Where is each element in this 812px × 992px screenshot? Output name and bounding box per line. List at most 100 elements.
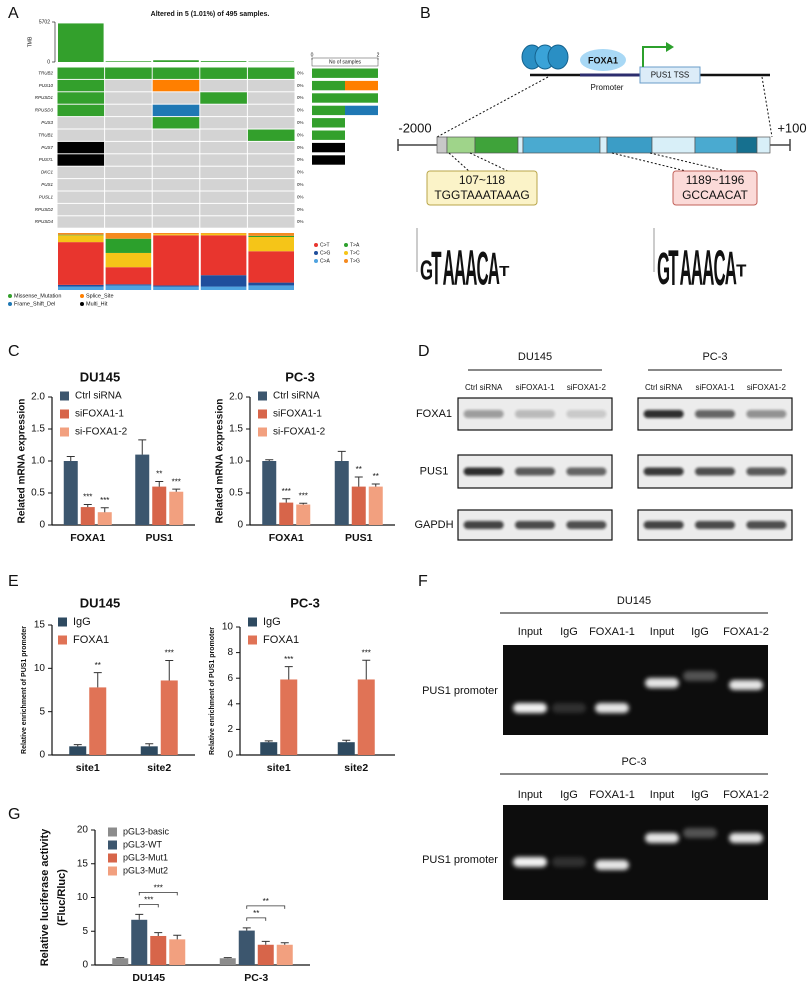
segment (606, 136, 653, 154)
logo-letter: C (714, 240, 726, 296)
chart-title: PC-3 (290, 595, 320, 610)
x-tick-label: site2 (147, 762, 171, 774)
legend-swatch (248, 635, 257, 645)
lane-label: IgG (691, 626, 709, 638)
gel-band (729, 680, 763, 690)
significance-label: *** (83, 493, 92, 502)
spectrum-segment (200, 286, 247, 290)
lane-label: FOXA1-1 (589, 789, 635, 801)
error-bar (242, 927, 251, 931)
oncoprint-cell (105, 154, 152, 166)
error-bar (66, 456, 75, 461)
significance-label: *** (362, 648, 371, 657)
legend-label: pGL3-basic (123, 826, 170, 836)
segment (474, 136, 519, 154)
tss-arrowhead (666, 42, 674, 52)
gene-percent: 0% (297, 170, 304, 175)
alteration (152, 104, 200, 117)
y-axis-label: Relative enrichment of PUS1 promoter (21, 626, 28, 754)
gene-percent: 0% (297, 108, 304, 113)
oncoprint-cell (105, 141, 152, 154)
gene-percent: 0% (297, 95, 304, 100)
legend-swatch (58, 635, 67, 645)
oncoprint-cell (57, 166, 105, 179)
spectrum-segment (200, 275, 247, 287)
gene-percent: 0% (297, 132, 304, 137)
error-bar (100, 507, 109, 513)
bar (160, 680, 178, 755)
blot-band (643, 521, 684, 529)
tss-arrow (642, 46, 668, 67)
x-tick-label: site2 (344, 762, 368, 774)
bar (97, 512, 112, 525)
chart-title: DU145 (80, 369, 120, 384)
error-bar (264, 740, 273, 743)
promoter-label: Promoter (591, 83, 624, 92)
spectrum-segment (153, 286, 199, 290)
lane-label: siFOXA1-2 (747, 383, 787, 392)
site-range: 1189~1196 (686, 173, 745, 187)
panel-label: D (418, 343, 430, 360)
gel-band (513, 703, 547, 713)
legend-label: si-FOXA1-2 (75, 427, 128, 438)
count-bar (312, 105, 345, 116)
oncoprint-cell (247, 216, 295, 228)
oncoprint-cell (152, 92, 200, 104)
legend-label: Ctrl siRNA (273, 391, 320, 402)
region-start: -2000 (398, 120, 431, 135)
oncoprint-title: Altered in 5 (1.01%) of 495 samples. (151, 11, 270, 18)
bar (368, 486, 383, 525)
target-label: PUS1 promoter (422, 854, 498, 866)
error-bar (280, 942, 289, 945)
gene-label: TRUB1 (38, 132, 53, 137)
legend-label: si-FOXA1-2 (273, 427, 326, 438)
legend-label: siFOXA1-1 (75, 409, 124, 420)
alteration (200, 67, 247, 79)
y-tick-label: 0 (227, 750, 233, 761)
bar (260, 742, 278, 755)
bar (69, 746, 87, 755)
y-axis-label: Relative enrichment of PUS1 promoter (209, 627, 216, 755)
bar (169, 939, 186, 965)
blot-band (515, 521, 555, 529)
legend-label: FOXA1 (263, 634, 299, 646)
significance-label: *** (299, 491, 308, 500)
significance-label: *** (154, 883, 163, 892)
nucleosome (547, 44, 569, 70)
error-bar (371, 483, 380, 487)
oncoprint-cell (200, 191, 247, 203)
y-tick-label: 0 (237, 520, 243, 531)
spectrum-segment (200, 233, 247, 236)
spectrum-segment (248, 285, 294, 290)
zoom-line (436, 76, 549, 138)
alteration (152, 79, 200, 92)
error-bar (354, 476, 363, 487)
oncoprint-cell (152, 179, 200, 191)
oncoprint-cell (105, 191, 152, 203)
segment (522, 136, 601, 154)
gel-band (645, 833, 679, 843)
logo-letter: C (477, 242, 489, 295)
lane-label: Ctrl siRNA (645, 383, 683, 392)
legend-label: pGL3-WT (123, 839, 163, 849)
oncoprint-cell (247, 154, 295, 166)
oncoprint-cell (152, 166, 200, 179)
cell-line-label: PC-3 (702, 351, 727, 363)
error-bar (362, 659, 371, 680)
gel-band (552, 857, 586, 867)
segment (651, 136, 696, 154)
lane-label: IgG (560, 789, 578, 801)
oncoprint-cell (247, 141, 295, 154)
legend-dot (314, 251, 318, 255)
site-pointer (649, 152, 731, 173)
oncoprint-cell (57, 179, 105, 191)
lane-label: siFOXA1-2 (567, 383, 607, 392)
alteration (57, 92, 105, 104)
lane-label: siFOXA1-1 (515, 383, 555, 392)
gene-percent: 0% (297, 83, 304, 88)
logo-letter: G (657, 244, 670, 294)
gene-label: RPUSD3 (35, 108, 54, 113)
lane-label: IgG (560, 626, 578, 638)
legend-label: siFOXA1-1 (273, 409, 322, 420)
blot-band (463, 521, 504, 529)
